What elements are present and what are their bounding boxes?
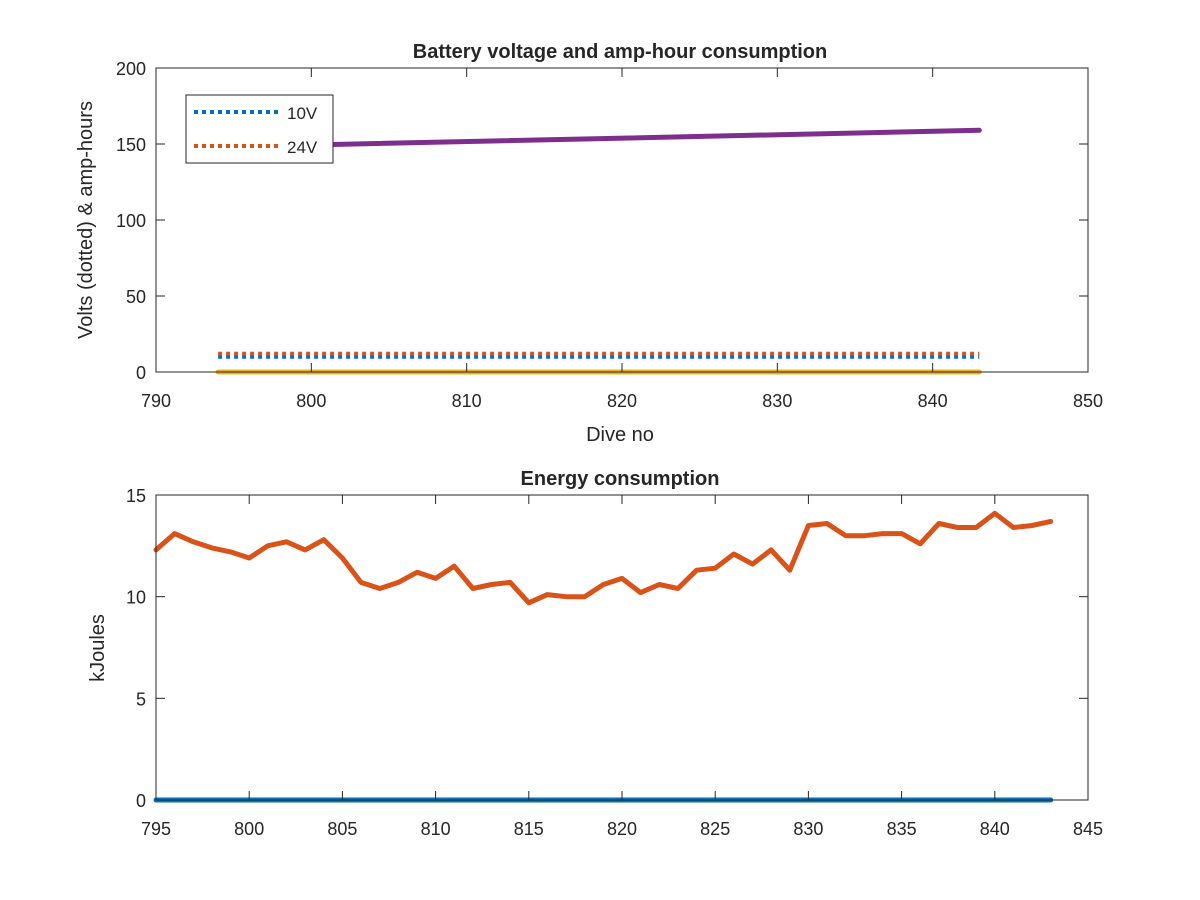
- voltage-x-axis-label: Dive no: [586, 424, 654, 446]
- voltage-x-tick-label: 830: [762, 391, 792, 411]
- voltage-x-tick-label: 850: [1073, 391, 1103, 411]
- legend-box: [185, 94, 334, 164]
- voltage-y-tick-label: 200: [116, 59, 146, 79]
- voltage-x-tick-label: 840: [918, 391, 948, 411]
- voltage-y-tick-label: 100: [116, 211, 146, 231]
- energy-x-tick-label: 800: [234, 819, 264, 839]
- energy-x-tick-label: 795: [141, 819, 171, 839]
- legend-label-24v: 24V: [287, 138, 318, 157]
- energy-x-tick-label: 825: [700, 819, 730, 839]
- voltage-x-tick-label: 810: [452, 391, 482, 411]
- voltage-x-tick-label: 820: [607, 391, 637, 411]
- energy-x-tick-label: 810: [421, 819, 451, 839]
- voltage-series-line-3: [215, 127, 982, 150]
- energy-x-tick-label: 840: [980, 819, 1010, 839]
- energy-x-ticks: 795 800 805 810 815 820 825 830 835 840 845: [141, 495, 1103, 839]
- energy-y-tick-label: 5: [136, 689, 146, 709]
- energy-y-ticks: 0 5 10 15: [126, 486, 1088, 811]
- voltage-y-tick-label: 50: [126, 287, 146, 307]
- voltage-x-tick-label: 800: [296, 391, 326, 411]
- energy-y-tick-label: 10: [126, 588, 146, 608]
- voltage-y-tick-label: 150: [116, 135, 146, 155]
- energy-x-tick-label: 830: [793, 819, 823, 839]
- legend-label-10v: 10V: [287, 104, 318, 123]
- energy-x-tick-label: 820: [607, 819, 637, 839]
- energy-panel-title: Energy consumption: [521, 468, 720, 490]
- energy-x-tick-label: 815: [514, 819, 544, 839]
- energy-x-tick-label: 835: [887, 819, 917, 839]
- energy-x-tick-label: 845: [1073, 819, 1103, 839]
- energy-panel: Energy consumption 795 800 805 810 815 820 825…: [87, 468, 1103, 839]
- energy-series-line-0: [153, 510, 1054, 606]
- voltage-y-tick-label: 0: [136, 363, 146, 383]
- voltage-y-ticks: 0 50 100 150 200: [116, 59, 1088, 383]
- energy-x-tick-label: 805: [327, 819, 357, 839]
- energy-plot-area: [156, 495, 1088, 800]
- energy-y-axis-label: kJoules: [87, 614, 109, 682]
- voltage-panel: Battery voltage and amp-hour consumption…: [75, 41, 1103, 446]
- energy-y-tick-label: 0: [136, 791, 146, 811]
- voltage-y-axis-label: Volts (dotted) & amp-hours: [75, 101, 97, 339]
- voltage-x-ticks: 790 800 810 820 830 840 850: [141, 68, 1103, 411]
- voltage-legend: 10V 24V: [185, 94, 334, 164]
- energy-y-tick-label: 15: [126, 486, 146, 506]
- voltage-panel-title: Battery voltage and amp-hour consumption: [413, 41, 827, 63]
- voltage-x-tick-label: 790: [141, 391, 171, 411]
